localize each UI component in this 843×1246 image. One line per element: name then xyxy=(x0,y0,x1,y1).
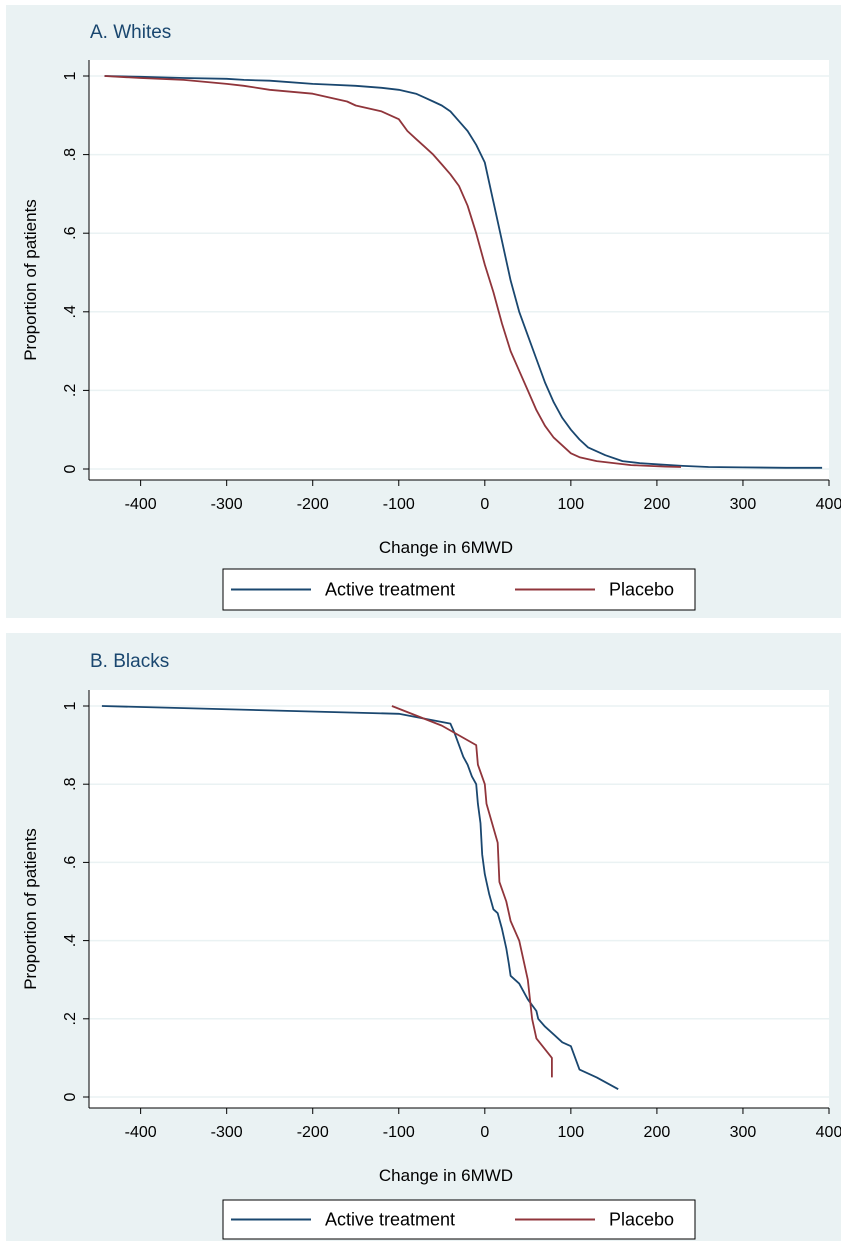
series-line-placebo xyxy=(104,75,682,468)
y-axis-title: Proportion of patients xyxy=(21,199,40,361)
y-tick-label: 1 xyxy=(62,701,79,710)
y-tick-label: 0 xyxy=(62,464,79,473)
y-tick-label: .6 xyxy=(62,226,79,239)
y-tick-label: .2 xyxy=(62,1012,79,1025)
y-tick-label: .8 xyxy=(62,148,79,161)
x-tick-label: 200 xyxy=(644,496,671,513)
x-tick-label: -300 xyxy=(211,496,243,513)
legend: Active treatment Placebo xyxy=(222,568,696,611)
x-tick-label: 300 xyxy=(730,1124,757,1141)
y-tick-label: .6 xyxy=(62,856,79,869)
x-tick-label: -100 xyxy=(383,1124,415,1141)
x-tick-label: 0 xyxy=(480,496,489,513)
y-tick-label: 1 xyxy=(62,71,79,80)
x-tick-label: -400 xyxy=(125,496,157,513)
chart-whites: A. Whites 0 .2 .4 .6 .8 1 -400 -300 -200 -100 0 100 2… xyxy=(21,22,842,611)
x-tick-label: 200 xyxy=(644,1124,671,1141)
legend-label-placebo: Placebo xyxy=(609,580,674,600)
x-tick-label: 0 xyxy=(480,1124,489,1141)
chart-title: B. Blacks xyxy=(90,651,169,672)
legend-label-active-treatment: Active treatment xyxy=(325,1210,455,1230)
y-tick-label: 0 xyxy=(62,1092,79,1101)
y-tick-label: .2 xyxy=(62,384,79,397)
x-tick-label: 100 xyxy=(558,1124,585,1141)
x-axis-title: Change in 6MWD xyxy=(379,538,513,557)
y-tick-label: .4 xyxy=(62,305,79,318)
legend: Active treatment Placebo xyxy=(222,1199,696,1240)
plot-area xyxy=(89,690,829,1108)
legend-label-placebo: Placebo xyxy=(609,1210,674,1230)
series-line-active-treatment xyxy=(104,75,823,469)
x-tick-label: 400 xyxy=(816,1124,841,1141)
y-axis-title: Proportion of patients xyxy=(21,828,40,990)
x-tick-label: 300 xyxy=(730,496,757,513)
x-tick-label: -200 xyxy=(297,496,329,513)
chart-title: A. Whites xyxy=(90,22,171,43)
panel-whites: A. Whites 0 .2 .4 .6 .8 1 -400 -300 -200 -100 0 100 2… xyxy=(6,5,842,618)
plot-area xyxy=(89,60,829,480)
x-tick-label: 100 xyxy=(558,496,585,513)
y-tick-label: .4 xyxy=(62,934,79,947)
x-tick-label: -200 xyxy=(297,1124,329,1141)
panel-blacks: B. Blacks 0 .2 .4 .6 .8 1 -400 -300 -200 -100 0 100 2… xyxy=(6,633,842,1241)
legend-label-active-treatment: Active treatment xyxy=(325,580,455,600)
x-tick-label: 400 xyxy=(816,496,841,513)
series-line-active-treatment xyxy=(101,705,619,1090)
chart-blacks: B. Blacks 0 .2 .4 .6 .8 1 -400 -300 -200 -100 0 100 2… xyxy=(21,651,842,1240)
x-tick-label: -100 xyxy=(383,496,415,513)
y-tick-label: .8 xyxy=(62,777,79,790)
x-axis-title: Change in 6MWD xyxy=(379,1166,513,1185)
series-line-placebo xyxy=(391,705,553,1078)
x-tick-label: -400 xyxy=(125,1124,157,1141)
x-tick-label: -300 xyxy=(211,1124,243,1141)
